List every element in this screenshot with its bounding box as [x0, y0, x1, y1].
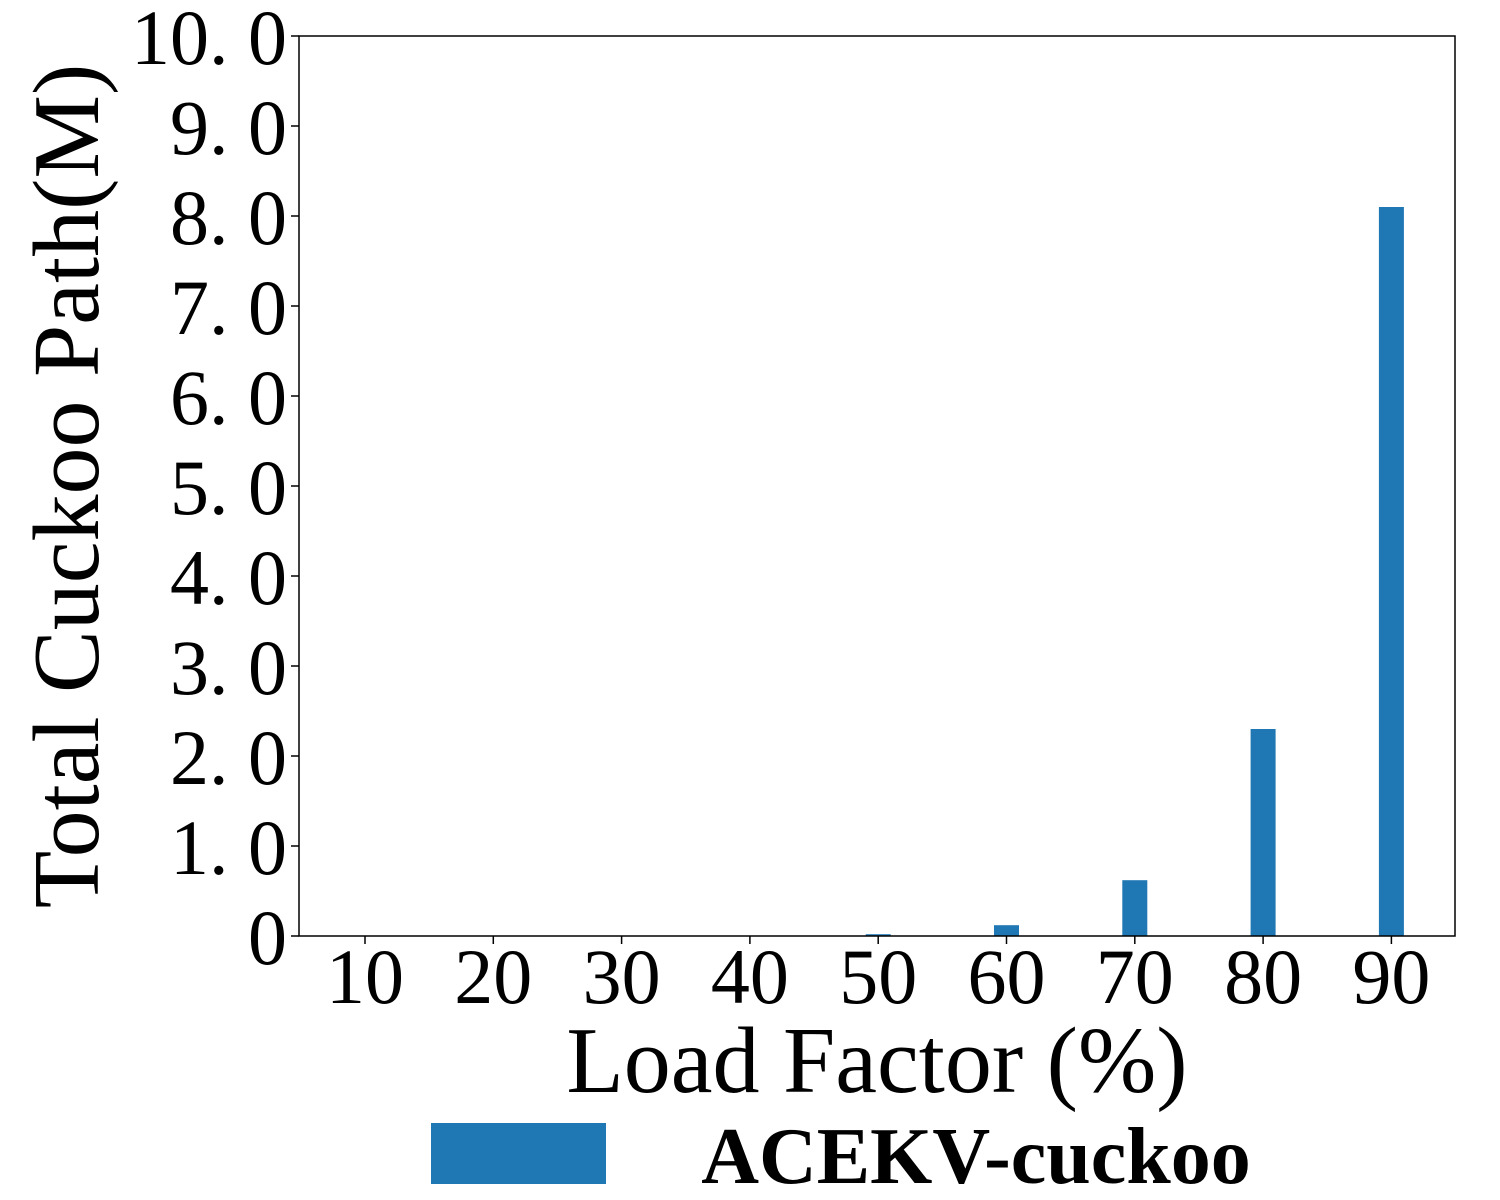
bar-70: [1122, 880, 1148, 936]
legend: ACEKV-cuckoo: [431, 1113, 1251, 1200]
y-tick-label: 1. 0: [170, 804, 287, 891]
y-tick-label: 7. 0: [170, 264, 287, 351]
y-axis-label: Total Cuckoo Path(M): [15, 64, 119, 909]
x-tick-label: 60: [968, 933, 1046, 1020]
y-tick-label: 4. 0: [170, 534, 287, 621]
x-tick-label: 90: [1352, 933, 1430, 1020]
x-tick-label: 80: [1224, 933, 1302, 1020]
x-tick-label: 70: [1096, 933, 1174, 1020]
x-tick-label: 50: [839, 933, 917, 1020]
x-tick-label: 10: [326, 933, 404, 1020]
y-tick-label: 8. 0: [170, 174, 287, 261]
bar-60: [994, 925, 1019, 936]
legend-swatch: [431, 1123, 606, 1184]
plot-area-frame: [298, 35, 1456, 937]
y-tick-label: 0: [248, 894, 287, 981]
bar-90: [1378, 207, 1404, 936]
bar-50: [865, 934, 891, 936]
x-tick-label: 30: [583, 933, 661, 1020]
y-tick-label: 6. 0: [170, 354, 287, 441]
x-axis-label: Load Factor (%): [566, 1009, 1187, 1113]
y-tick-label: 3. 0: [170, 624, 287, 711]
bar-80: [1250, 729, 1276, 936]
y-tick-label: 2. 0: [170, 714, 287, 801]
bars-group: [865, 207, 1404, 936]
legend-label: ACEKV-cuckoo: [701, 1113, 1251, 1200]
y-axis-ticks: 01. 02. 03. 04. 05. 06. 07. 08. 09. 010.…: [131, 0, 299, 981]
x-tick-label: 20: [454, 933, 532, 1020]
x-axis-ticks: 10 20 30 40 50 60 70 80 90: [326, 933, 1430, 1020]
y-tick-label: 9. 0: [170, 84, 287, 171]
y-tick-label: 5. 0: [170, 444, 287, 531]
y-tick-label: 10. 0: [131, 0, 287, 81]
x-tick-label: 40: [711, 933, 789, 1020]
